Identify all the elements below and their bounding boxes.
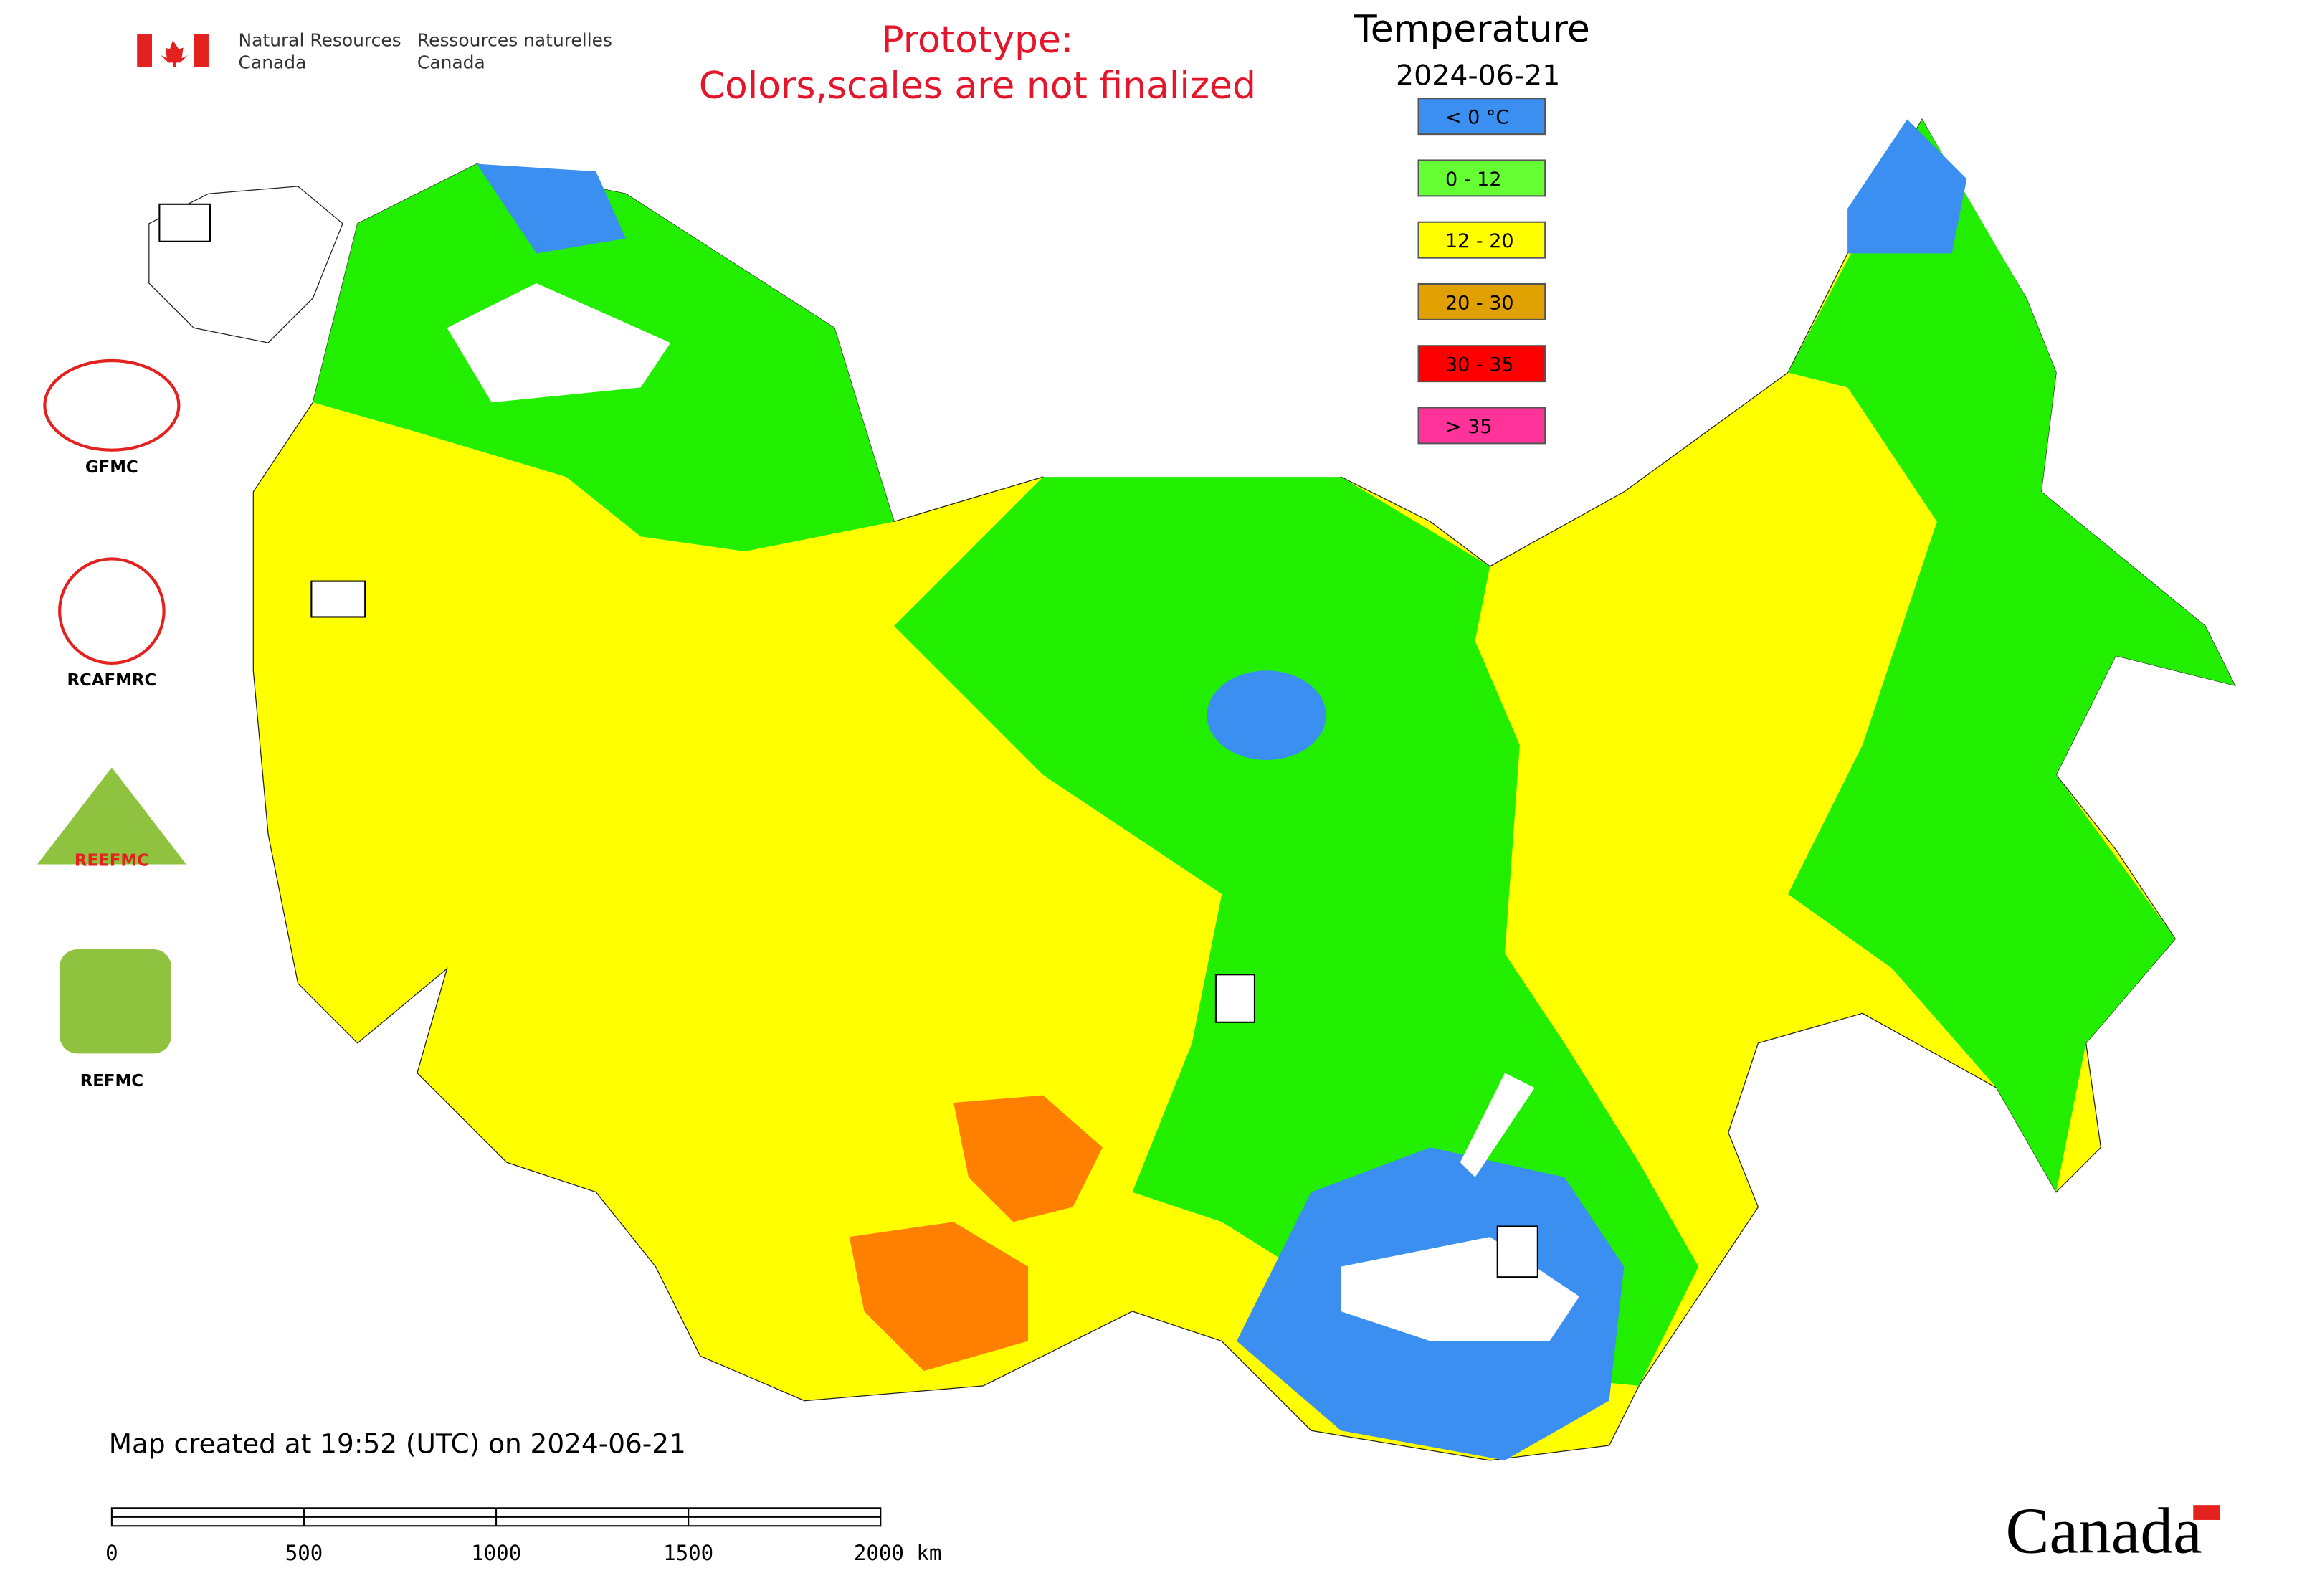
- logo: [37, 767, 186, 865]
- logo-label: REEFMC: [75, 852, 149, 870]
- legend-title: Temperature: [1354, 8, 1590, 51]
- logo-label: REFMC: [80, 1072, 143, 1091]
- scale-label: 1500: [663, 1541, 713, 1565]
- logo-label: GFMC: [85, 458, 138, 477]
- scale-label: 0: [105, 1541, 118, 1565]
- logo: [58, 557, 166, 665]
- land-cool: [1787, 119, 2235, 1192]
- scale-bar: [110, 1507, 882, 1527]
- legend-swatch: [1417, 407, 1546, 445]
- legend-swatch: [1417, 159, 1546, 197]
- notice: Colors,scales are not finalized: [699, 65, 1256, 108]
- legend: < 0 °C 0 - 12 12 - 20 20 - 30 30 - 35 > 35: [1417, 98, 1546, 445]
- agency-fr: Canada: [417, 52, 485, 73]
- logo-marker: [1214, 974, 1255, 1023]
- land-cool: [893, 477, 1699, 1386]
- scale-label: 2000 km: [854, 1541, 942, 1565]
- legend-swatch: [1417, 221, 1546, 259]
- logo-marker: [158, 203, 211, 242]
- scale-label: 1000: [471, 1541, 521, 1565]
- legend-label: 20 - 30: [1445, 292, 1514, 314]
- legend-label: < 0 °C: [1445, 107, 1509, 129]
- legend-date: 2024-06-21: [1396, 60, 1560, 92]
- canada-flag: [137, 34, 209, 67]
- canada-wordmark: Canada: [2005, 1495, 2202, 1567]
- scale-labels: 0 500 1000 1500 2000 km: [105, 1541, 941, 1565]
- legend-swatch: [1417, 98, 1546, 136]
- lake-baikal: [1460, 1073, 1535, 1177]
- agency-fr: Ressources naturelles: [417, 29, 612, 50]
- legend-label: 12 - 20: [1445, 230, 1514, 252]
- wordmark-flag: [2193, 1505, 2220, 1520]
- land-cold: [477, 163, 626, 254]
- logos: GFMC RCAFMRC REEFMC REFMC: [37, 203, 1538, 1278]
- legend-label: 0 - 12: [1445, 168, 1501, 191]
- logo-label: RCAFMRC: [67, 671, 156, 690]
- scale-label: 500: [285, 1541, 323, 1565]
- logo: [43, 358, 181, 452]
- land-cold: [1847, 119, 1967, 254]
- legend-swatch: [1417, 282, 1546, 320]
- land-hot: [953, 1095, 1103, 1222]
- logo: [60, 949, 172, 1054]
- logo-marker: [310, 580, 366, 618]
- logo-marker: [1496, 1225, 1538, 1278]
- notice: Prototype:: [881, 19, 1073, 62]
- legend-label: > 35: [1445, 416, 1493, 438]
- created-note: Map created at 19:52 (UTC) on 2024-06-21: [109, 1428, 686, 1459]
- white-sea: [447, 282, 671, 403]
- legend-swatch: [1417, 345, 1546, 383]
- map-area: [148, 118, 2236, 1461]
- legend-label: 30 - 35: [1445, 354, 1514, 376]
- land-cold: [1207, 670, 1326, 761]
- agency-en: Natural Resources: [239, 29, 401, 50]
- land-hot: [849, 1222, 1029, 1372]
- agency-en: Canada: [239, 52, 307, 73]
